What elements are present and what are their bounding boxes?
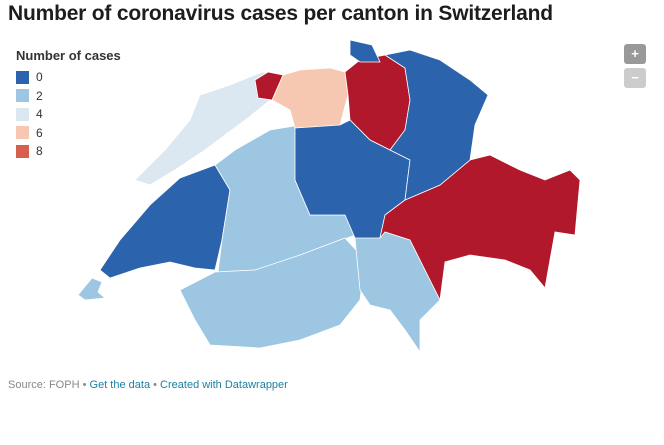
legend-item: 4 xyxy=(16,105,121,124)
separator: • xyxy=(82,379,87,391)
legend-title: Number of cases xyxy=(16,48,121,63)
legend-swatch xyxy=(16,89,29,103)
legend-swatch xyxy=(16,107,29,121)
zoom-in-button[interactable]: + xyxy=(624,44,646,64)
legend-label: 2 xyxy=(36,88,43,103)
legend-swatch xyxy=(16,144,29,158)
title: Number of coronavirus cases per canton i… xyxy=(8,2,553,25)
legend-label: 4 xyxy=(36,107,43,122)
legend-label: 8 xyxy=(36,144,43,159)
canton xyxy=(254,71,284,101)
canton xyxy=(379,154,581,302)
canton xyxy=(383,49,489,201)
zoom-out-button[interactable]: − xyxy=(624,68,646,88)
canton xyxy=(271,67,349,131)
legend-item: 8 xyxy=(16,142,121,161)
source: Source: FOPH xyxy=(8,379,80,391)
legend-swatch xyxy=(16,126,29,140)
legend-swatch xyxy=(16,70,29,84)
canton xyxy=(99,164,231,279)
data-link[interactable]: Get the data xyxy=(89,379,151,391)
canton xyxy=(179,237,366,349)
map xyxy=(77,39,581,354)
legend-label: 0 xyxy=(36,70,43,85)
legend-item: 0 xyxy=(16,68,121,87)
legend-item: 6 xyxy=(16,124,121,143)
canton xyxy=(77,277,106,301)
separator: • xyxy=(153,379,157,391)
legend-item: 2 xyxy=(16,87,121,106)
legend-label: 6 xyxy=(36,125,43,140)
credit-link[interactable]: Created with Datawrapper xyxy=(160,379,288,391)
canton xyxy=(349,39,381,63)
legend: Number of cases 0 2 4 6 8 xyxy=(16,48,121,161)
footer: Source: FOPH • Get the data • Created wi… xyxy=(8,379,288,391)
